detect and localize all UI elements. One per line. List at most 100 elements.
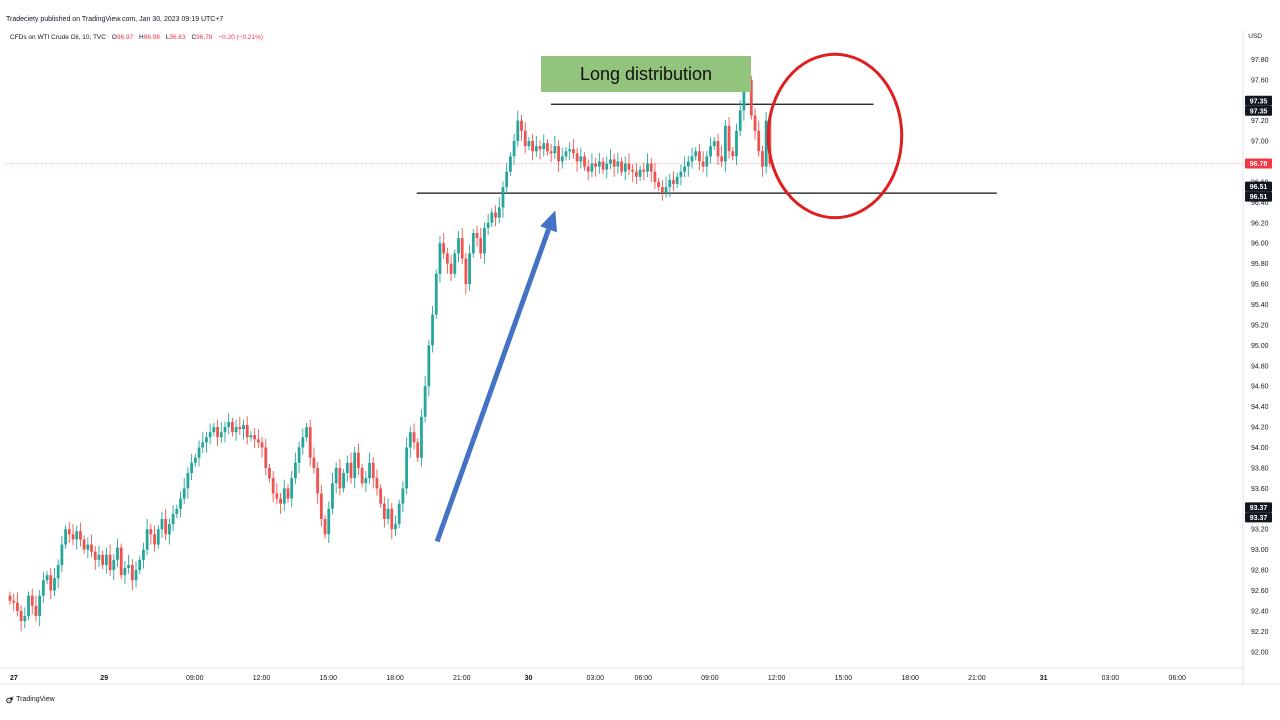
time-tick-label: 27 [10, 675, 18, 682]
candle-body [416, 442, 420, 458]
candle-body [490, 212, 494, 223]
candle-body [475, 232, 479, 239]
candle-body [664, 187, 668, 193]
candle-body [709, 146, 712, 157]
candle-body [97, 554, 101, 560]
candle-body [501, 187, 505, 208]
price-tick-label: 94.80 [1251, 363, 1269, 370]
time-tick-label: 06:00 [1168, 675, 1186, 682]
candle-body [445, 253, 449, 264]
price-tick-label: 93.00 [1251, 547, 1269, 554]
candle-body [264, 447, 268, 468]
candle-body [193, 457, 197, 463]
candle-body [279, 498, 282, 504]
candle-body [305, 427, 308, 438]
candle-body [342, 473, 345, 489]
candle-body [93, 551, 97, 560]
candle-body [716, 141, 720, 157]
time-axis[interactable]: 27 29 09:00 12:00 15:00 18:00 21:00 30 03:00 06:0… [10, 675, 1186, 682]
annotation-label[interactable]: Long distribution [541, 56, 751, 92]
candle-body [442, 243, 446, 254]
candle-body [297, 447, 301, 463]
candle-body [353, 452, 357, 479]
candle-body [701, 161, 705, 167]
candle-body [686, 161, 690, 167]
candle-body [164, 518, 168, 535]
candle-body [653, 171, 657, 182]
candle-body [27, 595, 30, 617]
candle-body [316, 467, 320, 494]
candle-body [23, 616, 27, 622]
price-tick-label: 95.20 [1251, 322, 1269, 329]
candle-body [268, 467, 271, 479]
candle-body [597, 161, 601, 167]
tradingview-logo[interactable]: 🜚 TradingView [6, 691, 55, 708]
candle-body [438, 243, 442, 274]
candle-body [694, 151, 698, 157]
price-tag [1245, 191, 1272, 202]
candle-body [253, 435, 257, 440]
candle-body [494, 212, 497, 218]
low-value: 96.63 [169, 34, 186, 41]
candle-body [397, 503, 401, 525]
trend-arrow-head [540, 210, 558, 233]
price-tick-label: 92.60 [1251, 588, 1269, 595]
candle-body [738, 110, 742, 131]
price-tag [1245, 95, 1272, 106]
candle-body [182, 488, 186, 499]
price-tick-label: 93.20 [1251, 527, 1269, 534]
candle-body [479, 238, 483, 254]
candle-body [379, 488, 383, 504]
candle-body [190, 462, 194, 474]
candle-body [245, 425, 249, 438]
candle-body [319, 493, 323, 519]
price-tick-label: 92.00 [1251, 649, 1269, 656]
time-tick-label: 15:00 [835, 675, 853, 682]
candle-body [294, 462, 297, 479]
publish-header: Tradeciety published on TradingView.com,… [6, 16, 224, 23]
candle-body [112, 559, 116, 571]
candle-body [431, 314, 434, 346]
candles [8, 60, 772, 632]
price-tick-label: 95.60 [1251, 282, 1269, 289]
candle-body [108, 554, 112, 571]
candle-body [71, 534, 75, 540]
candle-body [271, 478, 275, 494]
candle-body [720, 156, 724, 162]
time-tick-label: 18:00 [901, 675, 919, 682]
candle-body [731, 151, 735, 157]
candle-body [242, 425, 245, 430]
candle-body [371, 462, 375, 479]
candle-body [761, 151, 764, 167]
time-tick-label: 12:00 [768, 675, 786, 682]
candle-body [505, 171, 509, 188]
candle-body [631, 169, 635, 172]
candle-body [160, 518, 164, 530]
price-axis[interactable]: 92.0092.2092.4092.6092.8093.0093.2093.40… [1251, 57, 1269, 656]
price-tick-label: 92.40 [1251, 608, 1269, 615]
candle-body [590, 163, 594, 172]
candle-body [286, 488, 290, 499]
candle-body [79, 531, 82, 540]
candle-body [282, 488, 286, 504]
close-value: 96.78 [196, 34, 213, 41]
price-tick-label: 94.40 [1251, 404, 1269, 411]
candle-body [512, 141, 516, 157]
candle-body [675, 176, 679, 184]
price-tick-label: 95.00 [1251, 343, 1269, 350]
candle-body [405, 447, 409, 489]
candle-body [327, 508, 331, 535]
candle-body [338, 467, 342, 489]
reference-lines [6, 103, 1243, 194]
candle-body [67, 529, 71, 535]
candle-body [82, 539, 86, 550]
time-tick-label: 15:00 [319, 675, 337, 682]
symbol-name[interactable]: CFDs on WTI Crude Oil, 10, TVC [10, 34, 106, 41]
candle-body [668, 179, 672, 188]
price-tag-label: 93.37 [1250, 505, 1268, 512]
candle-body [534, 146, 538, 152]
candle-body [638, 169, 642, 177]
candle-body [171, 513, 175, 525]
candle-body [623, 163, 627, 172]
